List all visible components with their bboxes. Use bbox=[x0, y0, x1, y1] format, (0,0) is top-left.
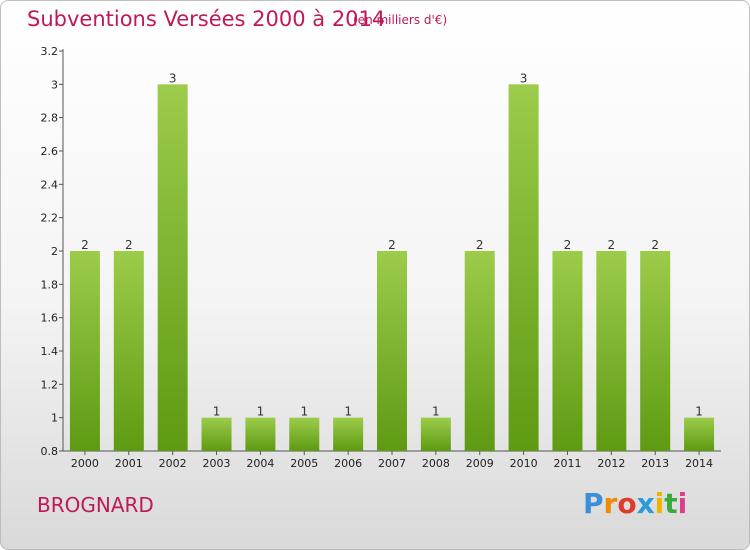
y-tick-label: 3.2 bbox=[41, 45, 59, 58]
data-label: 2 bbox=[388, 238, 396, 252]
logo-letter: o bbox=[617, 487, 637, 520]
bar bbox=[420, 417, 451, 451]
y-tick-label: 0.8 bbox=[41, 445, 59, 458]
commune-name: BROGNARD bbox=[37, 493, 154, 517]
y-tick-label: 2.6 bbox=[41, 145, 59, 158]
bar bbox=[640, 251, 671, 451]
data-label: 2 bbox=[651, 238, 659, 252]
chart-title: Subventions Versées 2000 à 2014 bbox=[27, 7, 386, 31]
x-tick-label: 2012 bbox=[597, 457, 625, 470]
x-tick-label: 2001 bbox=[115, 457, 143, 470]
x-tick-label: 2006 bbox=[334, 457, 362, 470]
bar bbox=[596, 251, 627, 451]
bar bbox=[552, 251, 583, 451]
y-tick-label: 1 bbox=[51, 412, 58, 425]
bar bbox=[157, 84, 188, 451]
logo-letter: i bbox=[677, 487, 688, 520]
x-tick-label: 2007 bbox=[378, 457, 406, 470]
y-tick-label: 2.2 bbox=[41, 212, 59, 225]
y-tick-label: 2 bbox=[51, 245, 58, 258]
bar bbox=[201, 417, 232, 451]
logo-letter: i bbox=[654, 487, 665, 520]
logo-letter: t bbox=[664, 487, 678, 520]
logo-letter: x bbox=[636, 487, 655, 520]
bar bbox=[684, 417, 715, 451]
data-label: 3 bbox=[520, 71, 528, 85]
x-tick-label: 2005 bbox=[290, 457, 318, 470]
data-label: 1 bbox=[257, 405, 265, 419]
bar bbox=[508, 84, 539, 451]
data-label: 1 bbox=[344, 405, 352, 419]
x-tick-label: 2000 bbox=[71, 457, 99, 470]
data-label: 2 bbox=[81, 238, 89, 252]
x-tick-label: 2010 bbox=[510, 457, 538, 470]
y-tick-label: 1.6 bbox=[41, 312, 59, 325]
y-tick-label: 1.8 bbox=[41, 278, 59, 291]
x-tick-label: 2004 bbox=[246, 457, 274, 470]
bar bbox=[289, 417, 320, 451]
logo-letter: P bbox=[583, 487, 604, 520]
bar bbox=[113, 251, 144, 451]
logo-letter: r bbox=[603, 487, 618, 520]
x-tick-label: 2014 bbox=[685, 457, 713, 470]
data-label: 2 bbox=[564, 238, 572, 252]
data-label: 1 bbox=[213, 405, 221, 419]
bars bbox=[69, 84, 715, 451]
x-tick-label: 2002 bbox=[159, 457, 187, 470]
data-label: 1 bbox=[300, 405, 308, 419]
data-label: 2 bbox=[125, 238, 133, 252]
data-labels: 2 2 3 1 1 1 1 2 1 2 3 2 2 2 1 bbox=[81, 71, 703, 418]
chart-unit: (en milliers d'€) bbox=[353, 13, 448, 27]
data-label: 1 bbox=[695, 405, 703, 419]
x-tick-label: 2013 bbox=[641, 457, 669, 470]
y-tick-label: 2.4 bbox=[41, 178, 59, 191]
bar bbox=[69, 251, 100, 451]
bar bbox=[245, 417, 276, 451]
y-tick-label: 2.8 bbox=[41, 112, 59, 125]
bar bbox=[333, 417, 364, 451]
data-label: 1 bbox=[432, 405, 440, 419]
x-tick-label: 2009 bbox=[466, 457, 494, 470]
data-label: 2 bbox=[476, 238, 484, 252]
data-label: 3 bbox=[169, 71, 177, 85]
axes: 0.8 1 1.2 1.4 1.6 1.8 2 2.2 2.4 2.6 2.8 3 3.2 2000 200… bbox=[41, 45, 721, 470]
y-tick-label: 3 bbox=[51, 78, 58, 91]
proxiti-logo: Proxiti bbox=[583, 487, 687, 520]
x-tick-label: 2003 bbox=[203, 457, 231, 470]
x-tick-label: 2008 bbox=[422, 457, 450, 470]
x-tick-label: 2011 bbox=[553, 457, 581, 470]
data-label: 2 bbox=[608, 238, 616, 252]
bar bbox=[464, 251, 495, 451]
y-tick-label: 1.4 bbox=[41, 345, 59, 358]
bar bbox=[377, 251, 407, 451]
y-tick-label: 1.2 bbox=[41, 378, 59, 391]
